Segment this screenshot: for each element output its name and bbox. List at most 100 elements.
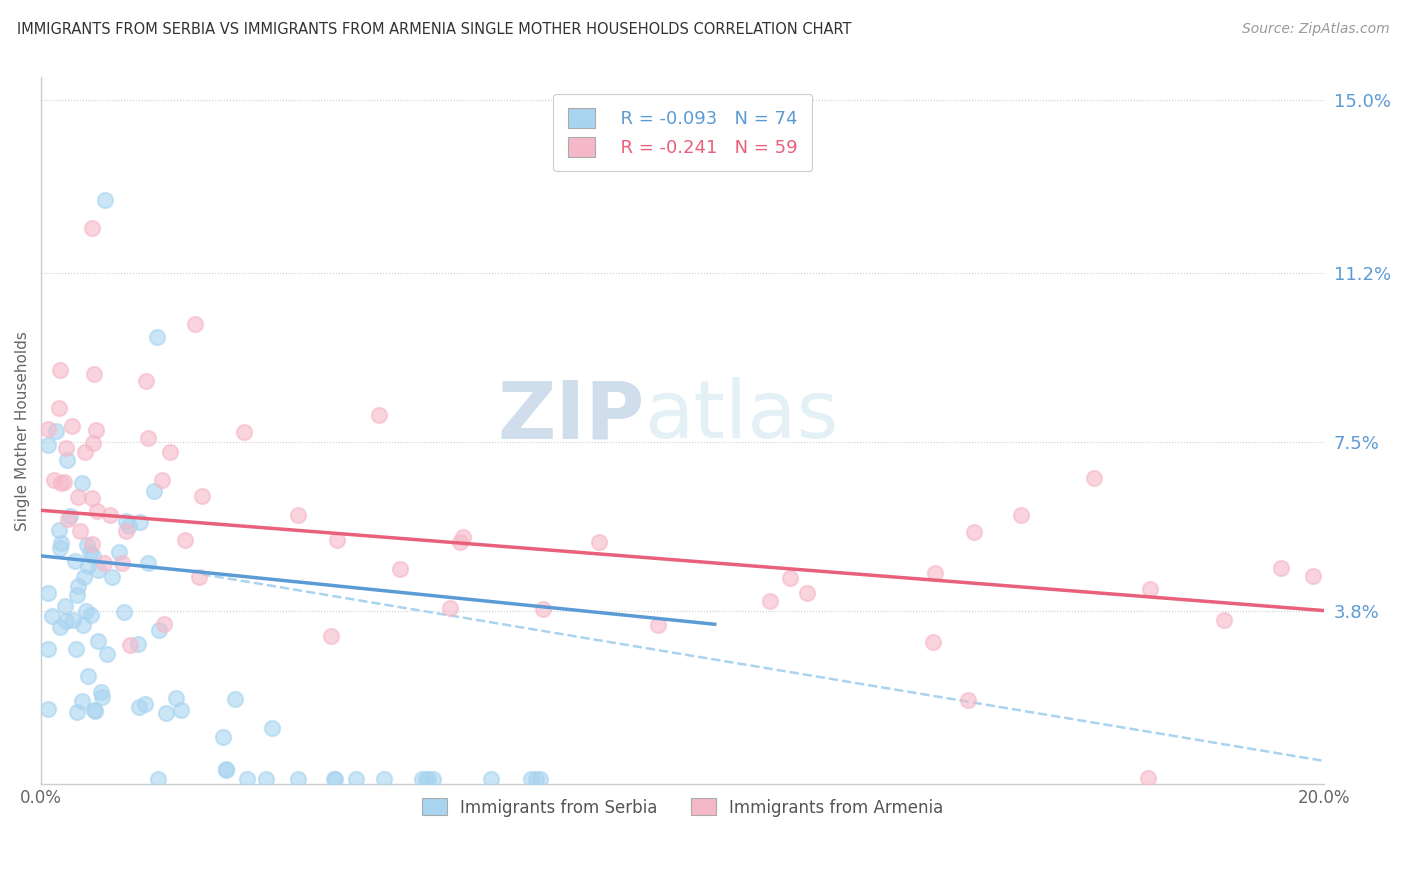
Point [86, 504, 108, 518]
Point [60, 418, 83, 433]
Point [647, 618, 669, 632]
Point [159, 444, 181, 458]
Point [82, 491, 104, 505]
Point [44, 473, 66, 487]
Point [45, 425, 67, 439]
Point [134, 698, 156, 712]
Point [75, 445, 97, 459]
Point [80, 608, 103, 623]
Point [1010, 508, 1032, 523]
Point [55, 614, 77, 628]
Point [136, 431, 159, 445]
Point [325, 533, 347, 547]
Point [287, 508, 309, 523]
Point [56, 511, 79, 525]
Point [173, 533, 195, 547]
Point [107, 545, 129, 559]
Point [963, 524, 986, 539]
Text: ZIP: ZIP [496, 377, 644, 456]
Point [110, 556, 132, 570]
Point [94, 194, 117, 208]
Point [323, 772, 346, 787]
Point [73, 570, 96, 584]
Point [41, 609, 63, 624]
Point [1083, 471, 1105, 485]
Point [100, 508, 122, 523]
Text: IMMIGRANTS FROM SERBIA VS IMMIGRANTS FROM ARMENIA SINGLE MOTHER HOUSEHOLDS CORRE: IMMIGRANTS FROM SERBIA VS IMMIGRANTS FRO… [17, 22, 852, 37]
Point [388, 562, 411, 576]
Point [411, 772, 433, 787]
Point [146, 772, 169, 787]
Point [115, 524, 138, 538]
Point [91, 690, 114, 704]
Point [260, 722, 283, 736]
Point [87, 563, 110, 577]
Point [48, 401, 70, 415]
Point [924, 566, 946, 580]
Point [422, 772, 444, 787]
Point [212, 731, 235, 745]
Point [72, 617, 94, 632]
Point [100, 570, 122, 584]
Point [416, 772, 439, 787]
Point [67, 490, 90, 504]
Point [80, 537, 103, 551]
Point [49, 620, 72, 634]
Point [66, 705, 89, 719]
Point [37, 438, 59, 452]
Point [187, 570, 209, 584]
Point [82, 549, 104, 563]
Point [90, 685, 112, 699]
Point [479, 772, 502, 787]
Point [451, 530, 474, 544]
Point [1139, 582, 1161, 596]
Point [524, 772, 547, 787]
Point [373, 772, 395, 787]
Point [145, 330, 167, 344]
Point [66, 588, 89, 602]
Point [65, 641, 87, 656]
Point [184, 317, 207, 331]
Point [233, 425, 256, 439]
Point [51, 536, 73, 550]
Point [115, 514, 138, 528]
Point [796, 586, 818, 600]
Point [75, 604, 97, 618]
Point [82, 220, 104, 235]
Point [77, 559, 100, 574]
Point [588, 535, 610, 549]
Point [48, 541, 70, 556]
Point [150, 473, 173, 487]
Point [1270, 561, 1292, 575]
Point [922, 635, 945, 649]
Point [59, 508, 82, 523]
Point [83, 367, 105, 381]
Point [236, 772, 259, 787]
Point [449, 535, 471, 549]
Point [69, 524, 91, 538]
Point [112, 605, 135, 619]
Point [215, 764, 238, 778]
Point [127, 637, 149, 651]
Point [531, 602, 554, 616]
Point [49, 363, 72, 377]
Point [37, 701, 59, 715]
Point [367, 408, 389, 422]
Y-axis label: Single Mother Households: Single Mother Households [15, 331, 30, 531]
Point [224, 691, 246, 706]
Point [93, 556, 115, 570]
Point [53, 599, 76, 614]
Point [520, 772, 543, 787]
Point [142, 483, 165, 498]
Point [56, 453, 79, 467]
Point [153, 616, 176, 631]
Point [53, 475, 76, 489]
Point [254, 772, 277, 787]
Point [439, 601, 461, 615]
Point [135, 374, 157, 388]
Point [55, 441, 77, 455]
Point [63, 554, 86, 568]
Point [37, 641, 59, 656]
Point [1302, 569, 1324, 583]
Point [136, 557, 159, 571]
